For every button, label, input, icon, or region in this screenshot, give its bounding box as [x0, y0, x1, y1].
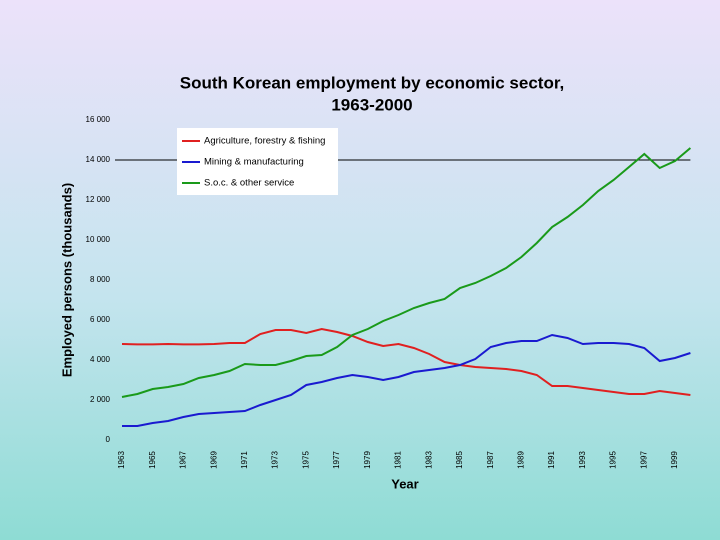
y-tick-label: 2 000: [90, 395, 111, 404]
x-tick-label: 1981: [394, 451, 403, 469]
x-tick-label: 1983: [424, 451, 433, 469]
y-tick-label: 16 000: [86, 115, 111, 124]
chart-title: 1963-2000: [331, 95, 412, 114]
series-line: [121, 147, 692, 398]
y-tick-label: 8 000: [90, 275, 111, 284]
x-tick-label: 1963: [117, 451, 126, 469]
legend-box: [177, 128, 338, 195]
x-tick-label: 1991: [547, 451, 556, 469]
x-tick-label: 1971: [240, 451, 249, 469]
x-tick-label: 1979: [363, 451, 372, 469]
x-tick-label: 1967: [179, 451, 188, 469]
x-tick-label: 1969: [209, 451, 218, 469]
series-line: [122, 333, 691, 427]
x-tick-label: 1997: [639, 451, 648, 469]
legend-label: S.o.c. & other service: [204, 178, 294, 189]
y-tick-label: 10 000: [86, 235, 111, 244]
legend: Agriculture, forestry & fishing Mining & …: [177, 128, 338, 195]
legend-label: Mining & manufacturing: [204, 157, 304, 168]
x-tick-label: 1993: [578, 451, 587, 469]
x-tick-label: 1985: [455, 451, 464, 469]
x-tick-label: 1977: [332, 451, 341, 469]
x-tick-label: 1999: [670, 451, 679, 469]
x-axis-label: Year: [391, 476, 418, 491]
x-tick-label: 1989: [517, 451, 526, 469]
y-axis-label: Employed persons (thousands): [59, 183, 74, 377]
series-line: [121, 327, 691, 396]
y-tick-label: 12 000: [86, 195, 111, 204]
y-tick-label: 6 000: [90, 315, 111, 324]
legend-label: Agriculture, forestry & fishing: [204, 136, 325, 147]
x-tick-label: 1973: [271, 451, 280, 469]
y-tick-label: 4 000: [90, 355, 111, 364]
x-tick-label: 1987: [486, 451, 495, 469]
y-tick-label: 14 000: [86, 155, 111, 164]
x-tick-label: 1975: [301, 451, 310, 469]
x-tick-label: 1965: [148, 451, 157, 469]
chart-title: South Korean employment by economic sect…: [180, 73, 564, 92]
x-tick-label: 1995: [609, 451, 618, 469]
y-tick-label: 0: [106, 435, 111, 444]
